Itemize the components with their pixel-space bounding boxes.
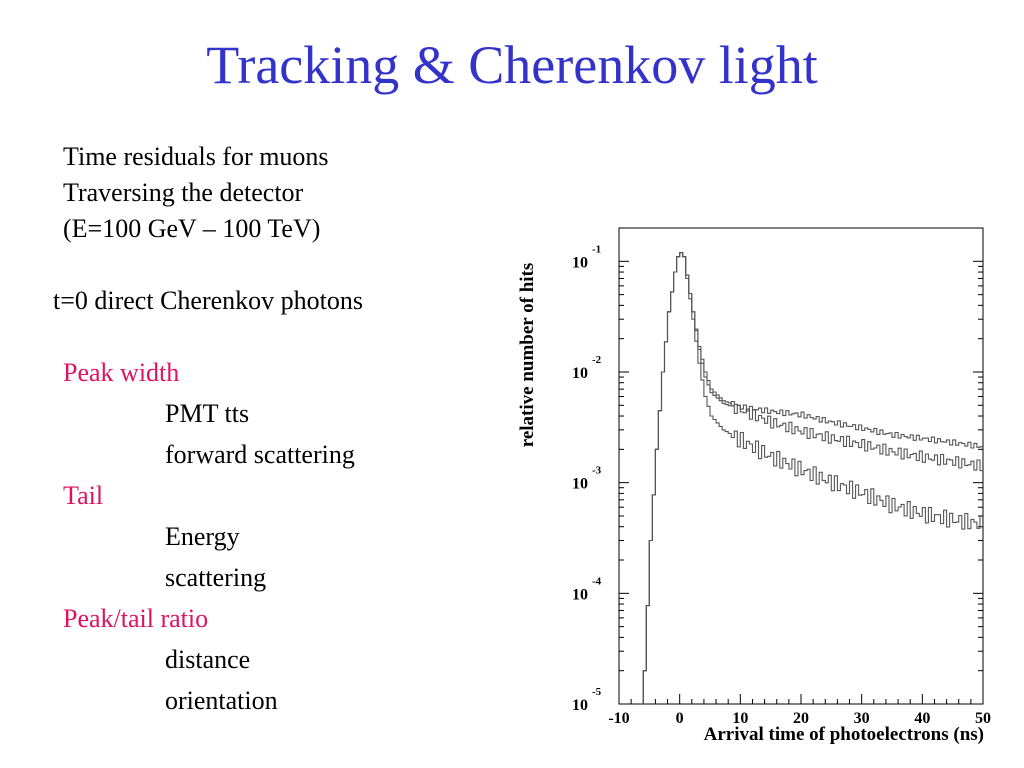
axis-ticks: [618, 227, 984, 705]
y-tick-exponent: -5: [592, 686, 602, 698]
section-item: Energy: [165, 522, 240, 551]
y-tick-labels: 10 -1 10 -2 10 -3 10 -4 10 -5: [572, 243, 602, 714]
x-tick-label: 30: [854, 710, 870, 727]
intro-text: Time residuals for muons Traversing the …: [63, 139, 329, 247]
x-tick-labels: -10 0 10 20 30 40 50: [608, 710, 991, 727]
x-tick-label: 40: [914, 710, 930, 727]
section-item: PMT tts: [165, 399, 250, 428]
series-line: [642, 252, 983, 704]
intro-line: Traversing the detector: [63, 178, 304, 207]
x-tick-label: 0: [676, 710, 684, 727]
y-tick-exponent: -4: [592, 575, 602, 587]
y-axis-label: relative number of hits: [517, 263, 538, 448]
bullet-list: Peak width PMT tts forward scattering Ta…: [63, 352, 355, 721]
y-tick-label: 10: [572, 365, 588, 382]
x-tick-label: 10: [732, 710, 748, 727]
intro-line: Time residuals for muons: [63, 142, 329, 171]
slide-title: Tracking & Cherenkov light: [206, 35, 818, 95]
section-item: forward scattering: [165, 440, 355, 469]
section-item: scattering: [165, 563, 267, 592]
y-tick-label: 10: [572, 254, 588, 271]
x-axis-label: Arrival time of photoelectrons (ns): [704, 724, 984, 745]
intro-line: (E=100 GeV – 100 TeV): [63, 214, 321, 243]
x-tick-label: 50: [975, 710, 991, 727]
series-lines: [642, 252, 983, 704]
section-item: orientation: [165, 686, 278, 715]
y-tick-label: 10: [572, 476, 588, 493]
y-tick-label: 10: [572, 697, 588, 714]
series-line: [642, 252, 983, 704]
y-tick-exponent: -3: [592, 465, 602, 477]
x-tick-label: 20: [793, 710, 809, 727]
series-line: [642, 252, 983, 704]
y-tick-exponent: -2: [592, 354, 602, 366]
y-tick-exponent: -1: [592, 243, 601, 255]
arrival-time-histogram: -10 0 10 20 30 40 50 10 -1 10 -2 10 -3 10 -4 10 -5 Arri…: [517, 227, 991, 745]
y-tick-label: 10: [572, 586, 588, 603]
section-heading-peak-width: Peak width: [63, 358, 180, 387]
section-item: distance: [165, 645, 251, 674]
section-heading-peak-tail-ratio: Peak/tail ratio: [63, 604, 209, 633]
section-heading-tail: Tail: [63, 481, 104, 510]
direct-photons-note: t=0 direct Cherenkov photons: [53, 286, 363, 315]
x-tick-label: -10: [608, 710, 629, 727]
